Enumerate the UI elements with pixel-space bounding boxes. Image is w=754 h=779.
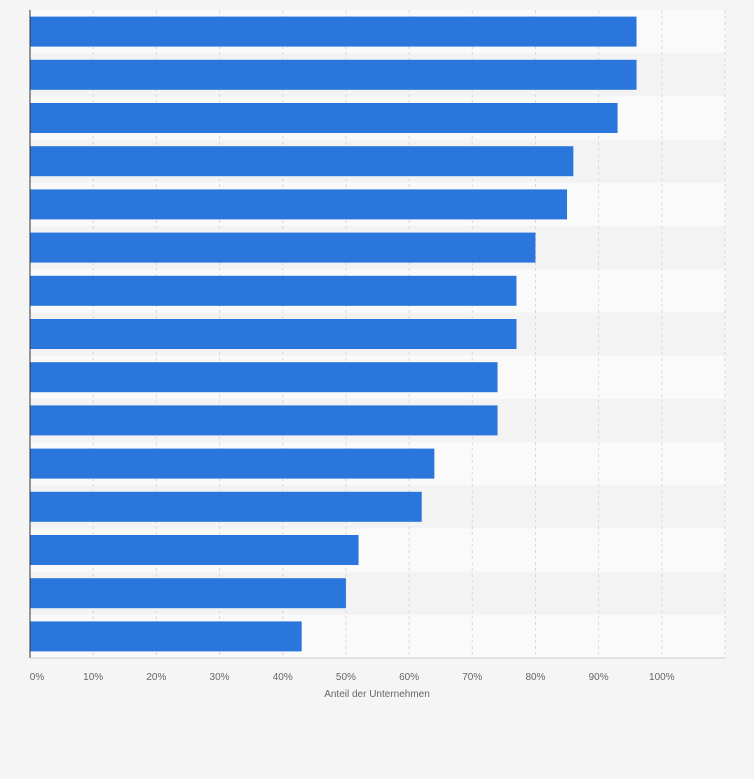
- bar[interactable]: [30, 189, 568, 220]
- bar[interactable]: [30, 578, 346, 609]
- x-tick-label: 100%: [649, 672, 675, 683]
- bar[interactable]: [30, 319, 517, 349]
- bar[interactable]: [30, 16, 637, 47]
- bar[interactable]: [30, 146, 574, 177]
- x-tick-label: 10%: [83, 672, 103, 683]
- bar[interactable]: [30, 103, 618, 133]
- x-tick-label: 0%: [30, 672, 45, 683]
- x-tick-label: 60%: [399, 672, 419, 683]
- x-tick-labels: 0% 10% 20% 30% 40% 50% 60% 70% 80% 90% 100%: [30, 672, 675, 683]
- bar[interactable]: [30, 535, 359, 565]
- x-tick-label: 30%: [210, 672, 230, 683]
- x-tick-label: 40%: [273, 672, 293, 683]
- x-tick-label: 90%: [589, 672, 609, 683]
- bar[interactable]: [30, 59, 637, 90]
- bar[interactable]: [30, 621, 302, 652]
- bar[interactable]: [30, 232, 536, 263]
- x-tick-label: 20%: [146, 672, 166, 683]
- x-axis-title: Anteil der Unternehmen: [324, 689, 430, 700]
- bar[interactable]: [30, 405, 498, 436]
- bars: [30, 16, 637, 652]
- axes: [29, 10, 725, 659]
- x-tick-label: 80%: [525, 672, 545, 683]
- bar[interactable]: [30, 362, 498, 393]
- x-tick-label: 70%: [462, 672, 482, 683]
- bar[interactable]: [30, 448, 435, 479]
- bar[interactable]: [30, 491, 422, 522]
- bar[interactable]: [30, 275, 517, 306]
- x-tick-label: 50%: [336, 672, 356, 683]
